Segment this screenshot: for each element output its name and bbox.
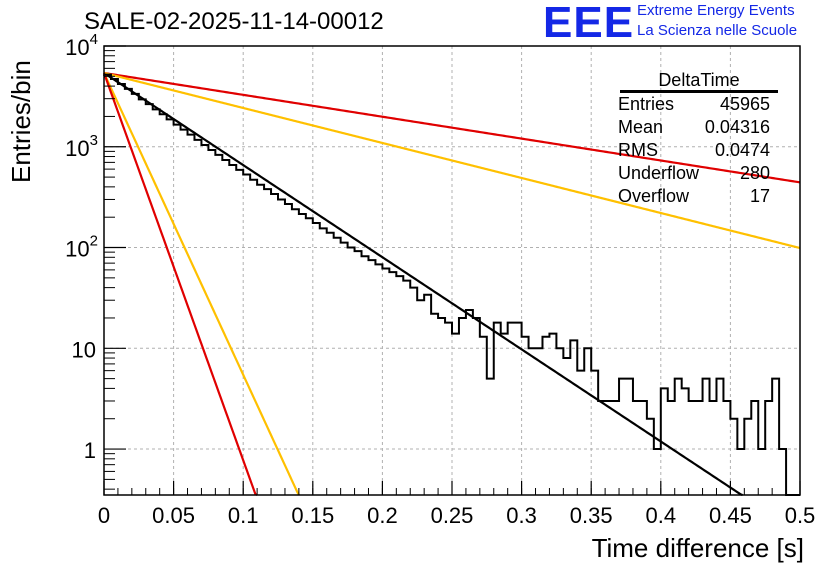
x-axis-label: Time difference [s] <box>591 533 804 563</box>
stats-label: Entries <box>618 94 675 114</box>
x-tick-label: 0.3 <box>506 503 537 528</box>
y-axis-label: Entries/bin <box>6 60 36 183</box>
x-tick-label: 0.35 <box>570 503 613 528</box>
histogram <box>103 73 800 496</box>
stats-box: DeltaTime Entries 45965 Mean 0.04316 RMS… <box>612 70 778 208</box>
y-tick-label: 1 <box>84 438 96 463</box>
stats-title: DeltaTime <box>620 70 778 93</box>
chart-title: SALE-02-2025-11-14-00012 <box>84 8 384 35</box>
grid <box>104 46 800 495</box>
y-tick-label: 10 <box>72 337 96 362</box>
stats-value: 0.04316 <box>704 117 770 137</box>
fit-red-slow <box>103 71 801 184</box>
logo-caption-line1: Extreme Energy Events <box>637 2 795 19</box>
x-tick-label: 0.25 <box>431 503 474 528</box>
stats-label: RMS <box>618 140 658 160</box>
y-tick-label: 103 <box>65 132 98 161</box>
stats-value: 17 <box>749 186 770 206</box>
stats-row-rms: RMS 0.0474 <box>612 139 778 162</box>
tick-labels: 0 0.05 0.1 0.15 0.2 0.25 0.3 0.35 0.4 0.45 0.5 1 10 1… <box>65 31 815 528</box>
axis-ticks <box>103 45 801 495</box>
logo-caption-line2: La Scienza nelle Scuole <box>637 22 798 39</box>
stats-value: 0.0474 <box>714 140 770 160</box>
stats-value: 280 <box>739 163 770 183</box>
x-tick-label: 0 <box>98 503 110 528</box>
stats-row-entries: Entries 45965 <box>612 93 778 116</box>
x-tick-label: 0.15 <box>291 503 334 528</box>
fit-red-fast <box>102 72 258 496</box>
y-tick-label: 102 <box>65 233 98 262</box>
x-tick-label: 0.45 <box>709 503 752 528</box>
stats-label: Underflow <box>618 163 700 183</box>
x-tick-label: 0.4 <box>646 503 677 528</box>
stats-row-mean: Mean 0.04316 <box>612 116 778 139</box>
stats-label: Overflow <box>618 186 690 206</box>
fit-lines <box>102 71 801 497</box>
stats-value: 45965 <box>719 94 770 114</box>
y-tick-label: 104 <box>65 31 98 60</box>
fit-yellow-slow <box>103 71 801 250</box>
x-tick-label: 0.1 <box>228 503 259 528</box>
x-tick-label: 0.05 <box>152 503 195 528</box>
stats-row-underflow: Underflow 280 <box>612 162 778 185</box>
x-tick-label: 0.5 <box>785 503 816 528</box>
stats-label: Mean <box>618 117 664 137</box>
fit-yellow-fast <box>103 72 300 496</box>
x-tick-label: 0.2 <box>367 503 398 528</box>
stats-row-overflow: Overflow 17 <box>612 185 778 208</box>
eee-logo: EEE <box>543 0 635 47</box>
fit-black <box>103 72 743 497</box>
